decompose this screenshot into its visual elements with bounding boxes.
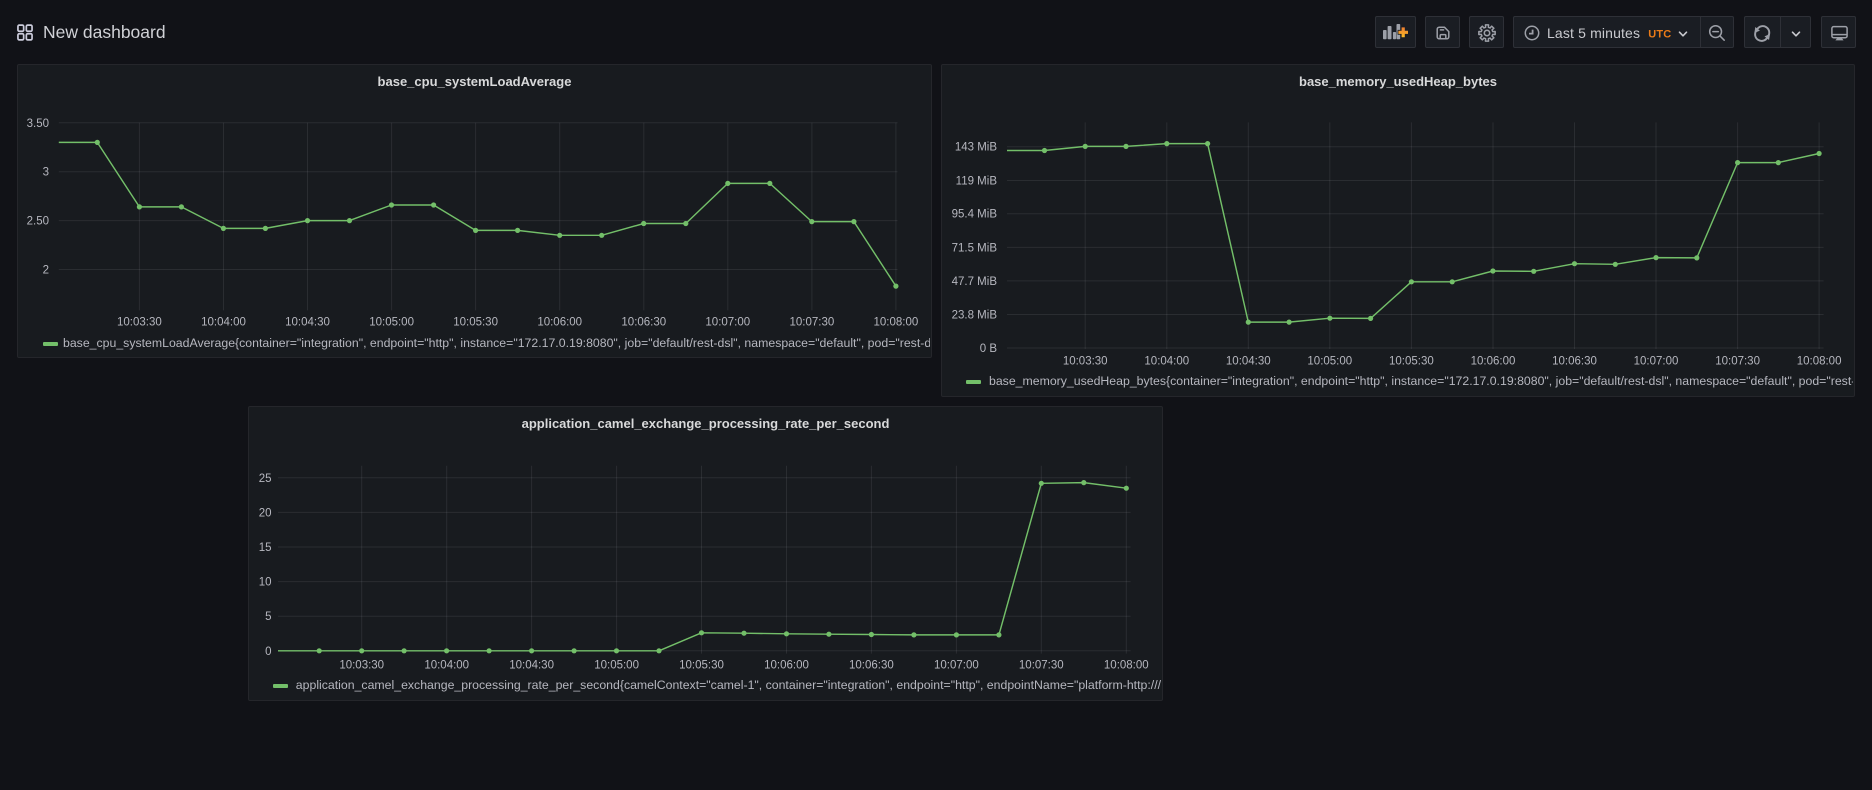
svg-text:10:06:30: 10:06:30 (1552, 356, 1597, 368)
svg-text:10:05:00: 10:05:00 (369, 317, 414, 329)
svg-text:10:06:30: 10:06:30 (621, 317, 666, 329)
svg-text:10:07:00: 10:07:00 (1634, 356, 1679, 368)
svg-text:10: 10 (259, 577, 272, 589)
svg-text:10:03:30: 10:03:30 (1063, 356, 1108, 368)
svg-text:10:04:30: 10:04:30 (1226, 356, 1271, 368)
svg-text:10:03:30: 10:03:30 (117, 317, 162, 329)
svg-text:10:07:30: 10:07:30 (790, 317, 835, 329)
svg-text:15: 15 (259, 542, 272, 554)
svg-text:10:05:30: 10:05:30 (1389, 356, 1434, 368)
svg-text:10:07:00: 10:07:00 (934, 660, 979, 672)
svg-text:10:04:00: 10:04:00 (201, 317, 246, 329)
svg-text:10:08:00: 10:08:00 (1797, 356, 1842, 368)
svg-text:10:05:00: 10:05:00 (1307, 356, 1352, 368)
svg-text:119 MiB: 119 MiB (956, 176, 998, 188)
svg-text:10:08:00: 10:08:00 (874, 317, 919, 329)
svg-text:10:06:00: 10:06:00 (537, 317, 582, 329)
svg-text:2: 2 (43, 265, 49, 277)
svg-text:2.50: 2.50 (27, 216, 49, 228)
svg-text:10:04:00: 10:04:00 (1144, 356, 1189, 368)
svg-text:25: 25 (259, 473, 272, 485)
svg-text:10:04:00: 10:04:00 (424, 660, 469, 672)
svg-text:10:07:00: 10:07:00 (705, 317, 750, 329)
svg-text:0: 0 (265, 646, 271, 658)
svg-text:10:06:00: 10:06:00 (1471, 356, 1516, 368)
svg-text:0 B: 0 B (980, 343, 998, 355)
svg-text:23.8 MiB: 23.8 MiB (952, 310, 998, 322)
svg-text:95.4 MiB: 95.4 MiB (952, 209, 998, 221)
svg-text:47.7 MiB: 47.7 MiB (952, 276, 998, 288)
svg-text:10:04:30: 10:04:30 (285, 317, 330, 329)
svg-text:20: 20 (259, 507, 272, 519)
svg-text:10:06:00: 10:06:00 (764, 660, 809, 672)
svg-text:10:05:30: 10:05:30 (453, 317, 498, 329)
svg-text:10:06:30: 10:06:30 (849, 660, 894, 672)
svg-text:10:03:30: 10:03:30 (339, 660, 384, 672)
svg-text:3.50: 3.50 (27, 118, 49, 130)
svg-text:10:07:30: 10:07:30 (1019, 660, 1064, 672)
svg-text:10:08:00: 10:08:00 (1104, 660, 1149, 672)
svg-text:10:07:30: 10:07:30 (1715, 356, 1760, 368)
svg-text:10:05:00: 10:05:00 (594, 660, 639, 672)
svg-text:10:04:30: 10:04:30 (509, 660, 554, 672)
svg-text:3: 3 (43, 167, 49, 179)
svg-text:71.5 MiB: 71.5 MiB (952, 242, 998, 254)
svg-text:5: 5 (265, 611, 271, 623)
svg-text:10:05:30: 10:05:30 (679, 660, 724, 672)
svg-text:143 MiB: 143 MiB (955, 142, 998, 154)
